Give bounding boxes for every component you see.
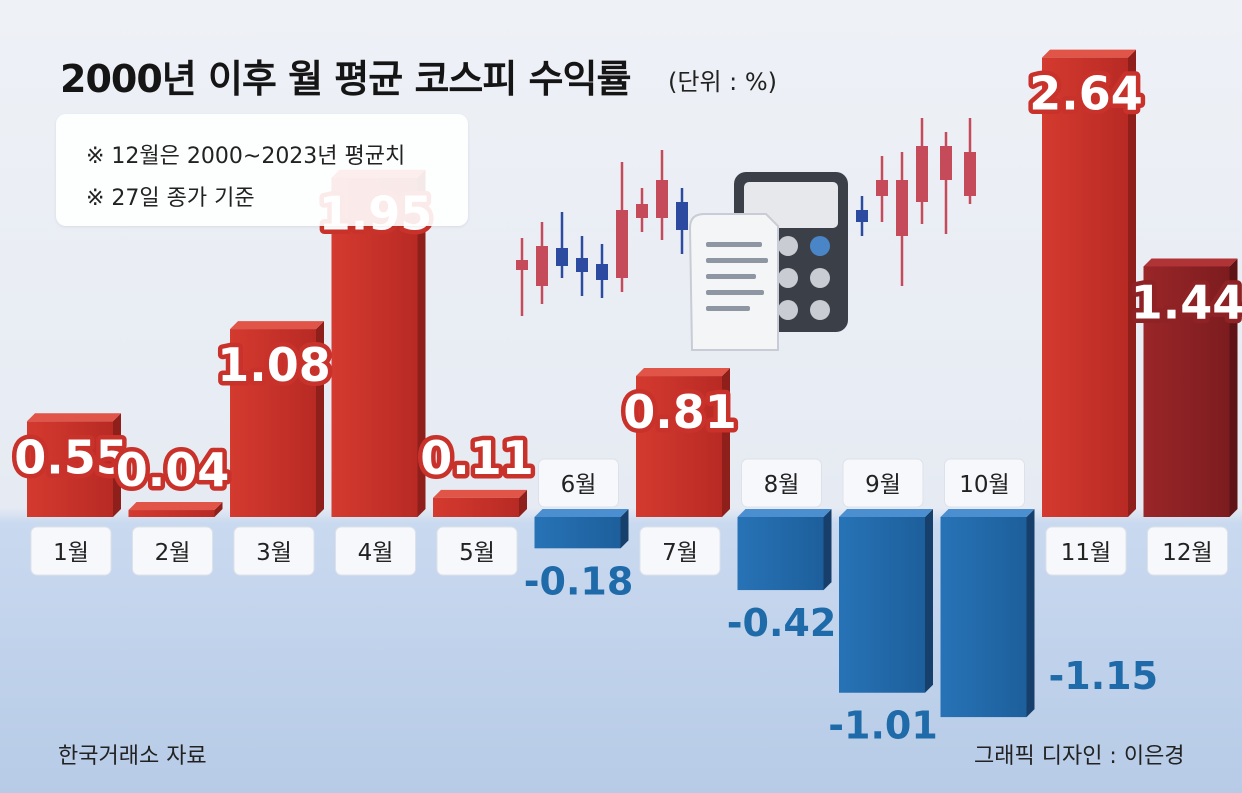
- month-text-7: 7월: [662, 540, 698, 566]
- value-text-5: 0.11: [420, 431, 534, 485]
- value-text-9: -1.01: [828, 704, 938, 748]
- value-label-10: -1.15: [1049, 654, 1159, 698]
- month-label-4: 4월: [335, 526, 416, 576]
- value-label-6: -0.18: [524, 559, 634, 603]
- month-label-3: 3월: [233, 526, 315, 576]
- note-basis: ※ 27일 종가 기준: [86, 186, 255, 211]
- month-label-1: 1월: [30, 526, 112, 576]
- month-label-10: 10월: [944, 458, 1025, 508]
- value-text-1: 0.55: [14, 430, 128, 484]
- notes-box: ※ 12월은 2000~2023년 평균치 ※ 27일 종가 기준: [56, 114, 468, 226]
- value-label-1: 0.55: [10, 426, 133, 489]
- note-december: ※ 12월은 2000~2023년 평균치: [86, 144, 406, 169]
- month-label-2: 2월: [132, 526, 213, 576]
- bar-7: [636, 368, 730, 517]
- month-label-8: 8월: [741, 458, 822, 508]
- source-note: 한국거래소 자료: [58, 744, 207, 769]
- chart-title: 2000년 이후 월 평균 코스피 수익률: [60, 57, 631, 101]
- month-label-7: 7월: [639, 526, 721, 576]
- candlestick-illustration: [516, 118, 976, 351]
- month-text-6: 6월: [561, 472, 597, 498]
- value-text-2: 0.04: [116, 443, 230, 497]
- value-text-12: 1.44: [1131, 275, 1242, 329]
- bar-5: [433, 489, 527, 517]
- month-text-2: 2월: [155, 540, 191, 566]
- value-label-3: 1.08: [213, 334, 336, 397]
- design-credit: 그래픽 디자인 : 이은경: [974, 744, 1185, 769]
- value-label-11: 2.64: [1025, 62, 1148, 125]
- month-text-4: 4월: [358, 540, 394, 566]
- bar-10: [940, 509, 1035, 718]
- value-label-12: 1.44: [1126, 271, 1242, 334]
- month-text-10: 10월: [959, 472, 1009, 498]
- month-text-12: 12월: [1162, 540, 1212, 566]
- month-labels: 1월 2월 3월 4월 5월 6월 7월 8월 9월 10월 11월 12월: [30, 458, 1228, 576]
- value-text-10: -1.15: [1049, 654, 1159, 698]
- month-text-11: 11월: [1061, 540, 1111, 566]
- value-text-3: 1.08: [217, 338, 331, 392]
- bar-8: [737, 509, 832, 591]
- value-label-7: 0.81: [619, 381, 742, 444]
- bar-6: [534, 509, 629, 549]
- unit-label: (단위 : %): [668, 68, 778, 96]
- value-label-5: 0.11: [416, 426, 539, 489]
- month-text-3: 3월: [256, 540, 292, 566]
- value-label-8: -0.42: [727, 601, 837, 645]
- value-label-9: -1.01: [828, 704, 938, 748]
- bar-9: [839, 509, 933, 693]
- value-text-6: -0.18: [524, 559, 634, 603]
- month-label-11: 11월: [1045, 526, 1127, 576]
- value-label-2: 0.04: [111, 439, 234, 502]
- bars: [27, 49, 1238, 718]
- month-label-5: 5월: [436, 526, 518, 576]
- month-label-9: 9월: [842, 458, 924, 508]
- bar-2: [128, 502, 223, 517]
- bar-11: [1042, 49, 1136, 517]
- bar-3: [230, 321, 324, 517]
- month-text-1: 1월: [53, 540, 89, 566]
- bar-1: [27, 413, 121, 517]
- value-text-8: -0.42: [727, 601, 837, 645]
- value-text-7: 0.81: [623, 385, 737, 439]
- month-text-8: 8월: [764, 472, 800, 498]
- bar-12: [1143, 258, 1238, 517]
- month-text-5: 5월: [459, 540, 495, 566]
- month-label-12: 12월: [1147, 526, 1228, 576]
- month-text-9: 9월: [865, 472, 901, 498]
- bar-4: [331, 169, 426, 517]
- value-text-11: 2.64: [1029, 67, 1143, 121]
- month-label-6: 6월: [538, 458, 619, 508]
